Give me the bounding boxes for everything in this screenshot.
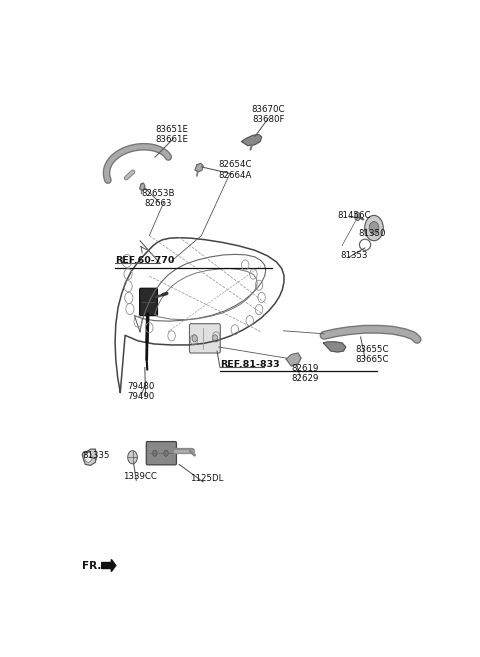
Polygon shape <box>241 135 262 146</box>
Text: 83655C
83665C: 83655C 83665C <box>356 345 389 364</box>
Polygon shape <box>286 353 301 366</box>
Text: FR.: FR. <box>82 560 101 570</box>
Text: 82654C
82664A: 82654C 82664A <box>218 160 252 179</box>
Text: REF.81-833: REF.81-833 <box>220 360 279 369</box>
Circle shape <box>192 335 197 342</box>
Text: 81456C: 81456C <box>337 211 371 220</box>
Circle shape <box>213 335 218 342</box>
Text: 82619
82629: 82619 82629 <box>292 363 319 383</box>
Polygon shape <box>83 449 96 465</box>
FancyBboxPatch shape <box>140 288 157 315</box>
Polygon shape <box>324 342 346 352</box>
Circle shape <box>153 450 157 456</box>
FancyBboxPatch shape <box>146 442 177 465</box>
Text: 81353: 81353 <box>340 252 368 260</box>
Circle shape <box>365 215 383 240</box>
Text: 81335: 81335 <box>83 451 110 460</box>
Text: 81350: 81350 <box>359 229 386 238</box>
Text: 82653B
82663: 82653B 82663 <box>142 189 175 208</box>
Circle shape <box>164 450 168 456</box>
Circle shape <box>84 452 92 463</box>
Polygon shape <box>102 560 116 572</box>
Circle shape <box>355 212 360 221</box>
Text: 1125DL: 1125DL <box>190 474 224 483</box>
Circle shape <box>369 221 379 235</box>
Text: REF.60-770: REF.60-770 <box>115 256 174 265</box>
Polygon shape <box>140 183 145 191</box>
Text: 1339CC: 1339CC <box>123 472 157 482</box>
Circle shape <box>128 451 137 464</box>
Polygon shape <box>195 164 203 172</box>
Text: 79480
79490: 79480 79490 <box>127 382 155 401</box>
Text: 83651E
83661E: 83651E 83661E <box>155 125 188 144</box>
FancyBboxPatch shape <box>190 324 220 353</box>
Text: 83670C
83680F: 83670C 83680F <box>252 104 285 124</box>
